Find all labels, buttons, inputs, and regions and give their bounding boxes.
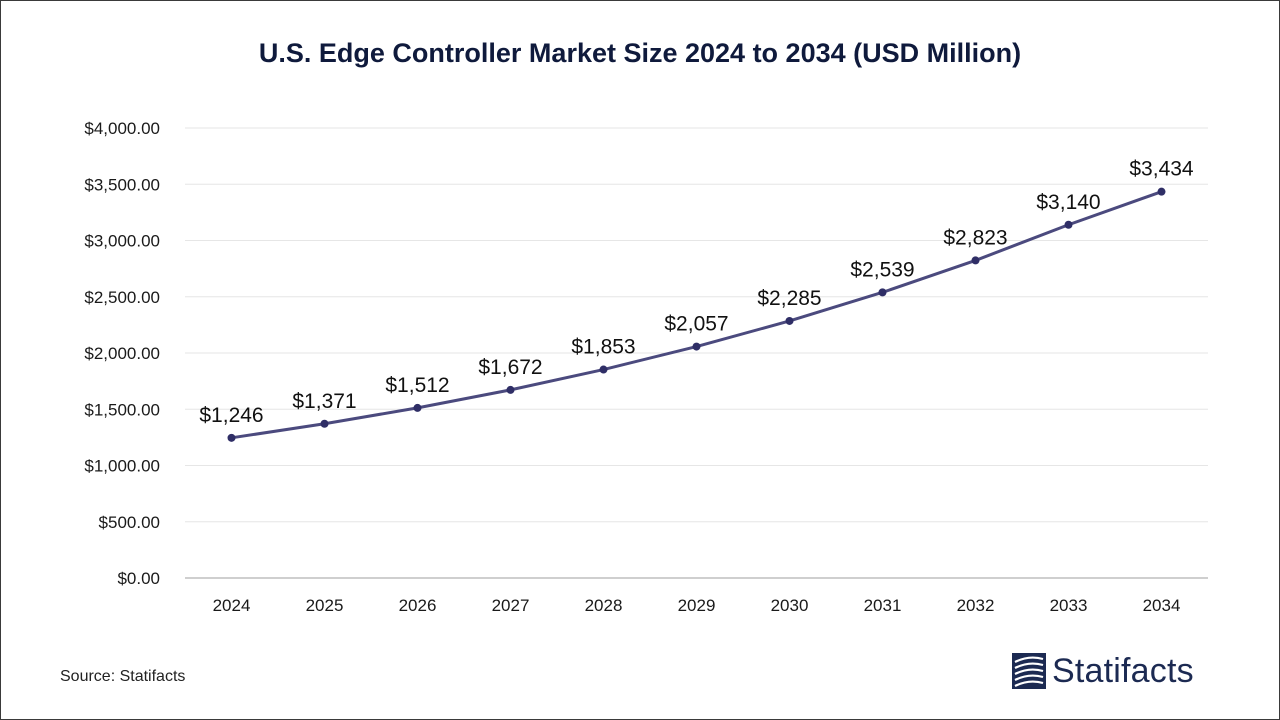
gridlines — [185, 127, 1208, 523]
data-point — [785, 316, 794, 325]
x-tick-label: 2029 — [678, 596, 716, 615]
x-tick-label: 2033 — [1050, 596, 1088, 615]
data-point — [1157, 187, 1166, 196]
x-tick-label: 2024 — [213, 596, 251, 615]
y-tick-label: $1,500.00 — [84, 400, 160, 419]
data-point — [506, 385, 515, 394]
y-tick-label: $2,500.00 — [84, 288, 160, 307]
y-tick-label: $500.00 — [99, 513, 160, 532]
data-label: $1,853 — [571, 336, 635, 359]
data-point — [692, 342, 701, 351]
data-label: $2,823 — [943, 226, 1007, 249]
brand-logo: Statifacts — [1012, 651, 1194, 691]
source-note: Source: Statifacts — [60, 668, 186, 685]
data-label: $3,434 — [1129, 158, 1194, 181]
x-tick-label: 2026 — [399, 596, 437, 615]
y-tick-label: $2,000.00 — [84, 344, 160, 363]
data-label: $3,140 — [1036, 191, 1100, 214]
data-label: $1,672 — [478, 356, 542, 379]
y-tick-label: $3,000.00 — [84, 232, 160, 251]
data-label: $2,539 — [850, 258, 914, 281]
data-point — [878, 288, 887, 297]
data-label: $2,057 — [664, 313, 728, 336]
statifacts-logo-icon — [1012, 653, 1046, 689]
data-label: $2,285 — [757, 287, 821, 310]
data-markers — [227, 187, 1166, 442]
data-point — [320, 419, 329, 428]
y-tick-label: $3,500.00 — [84, 175, 160, 194]
x-tick-label: 2027 — [492, 596, 530, 615]
data-point — [599, 365, 608, 374]
x-axis-ticks: 2024 2025 2026 2027 2028 2029 2030 2031 2032 2033… — [213, 596, 1181, 615]
y-tick-label: $0.00 — [117, 569, 160, 588]
y-tick-label: $1,000.00 — [84, 457, 160, 476]
y-tick-label: $4,000.00 — [84, 119, 160, 138]
chart-title: U.S. Edge Controller Market Size 2024 to… — [258, 38, 1022, 68]
data-point — [971, 256, 980, 265]
x-tick-label: 2025 — [306, 596, 344, 615]
data-labels: $1,246 $1,371 $1,512 $1,672 $1,853 $2,057 $2,2… — [199, 158, 1194, 427]
data-point — [413, 403, 422, 412]
x-tick-label: 2028 — [585, 596, 623, 615]
x-tick-label: 2032 — [957, 596, 995, 615]
x-tick-label: 2034 — [1143, 596, 1181, 615]
x-tick-label: 2030 — [771, 596, 809, 615]
y-axis-ticks: $0.00 $500.00 $1,000.00 $1,500.00 $2,000.00 $… — [84, 119, 160, 588]
x-tick-label: 2031 — [864, 596, 902, 615]
data-label: $1,512 — [385, 374, 449, 397]
data-point — [227, 433, 236, 442]
data-label: $1,371 — [292, 390, 356, 413]
brand-name: Statifacts — [1052, 651, 1194, 690]
data-point — [1064, 220, 1073, 229]
data-label: $1,246 — [199, 404, 263, 427]
